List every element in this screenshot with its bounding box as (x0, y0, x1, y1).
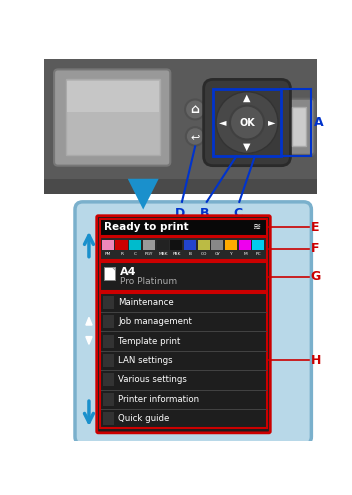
Bar (66, 79, 160, 155)
Bar (115, 240, 127, 250)
Text: A4: A4 (120, 267, 137, 277)
Text: PM: PM (105, 252, 111, 256)
Text: Template print: Template print (118, 337, 181, 346)
Text: ◄: ◄ (219, 117, 226, 128)
Text: F: F (310, 243, 319, 255)
Text: ≋: ≋ (253, 222, 261, 232)
FancyBboxPatch shape (75, 202, 312, 445)
Text: B: B (200, 207, 209, 220)
Text: PC: PC (256, 252, 262, 256)
Text: PBK: PBK (172, 252, 181, 256)
FancyBboxPatch shape (42, 57, 319, 193)
Bar (103, 373, 114, 387)
FancyBboxPatch shape (54, 69, 170, 166)
Text: Y: Y (230, 252, 233, 256)
Bar (100, 237, 267, 260)
Text: ↩: ↩ (190, 132, 200, 142)
Bar (67, 81, 159, 112)
FancyBboxPatch shape (285, 99, 314, 155)
Text: Job management: Job management (118, 317, 192, 326)
Text: E: E (310, 221, 319, 234)
Text: C: C (233, 207, 242, 220)
Bar (225, 240, 237, 250)
Text: ►: ► (268, 117, 276, 128)
Bar (103, 335, 114, 347)
Text: Pro Platinum: Pro Platinum (120, 277, 177, 287)
Bar (103, 296, 114, 309)
Bar (103, 393, 114, 406)
Polygon shape (112, 266, 115, 270)
Text: Quick guide: Quick guide (118, 414, 170, 423)
Bar (100, 293, 267, 428)
Text: LAN settings: LAN settings (118, 356, 173, 365)
Circle shape (185, 99, 205, 119)
Bar (157, 240, 169, 250)
Text: H: H (310, 354, 321, 367)
FancyBboxPatch shape (97, 216, 270, 433)
Text: Ready to print: Ready to print (105, 222, 189, 232)
Text: B: B (189, 252, 192, 256)
Text: ▲: ▲ (243, 93, 251, 103)
Bar (184, 240, 196, 250)
Bar (170, 240, 182, 250)
Polygon shape (86, 337, 92, 345)
Bar (239, 240, 251, 250)
Bar (44, 179, 317, 194)
Text: D: D (175, 207, 185, 220)
Text: M: M (243, 252, 247, 256)
Text: CO: CO (201, 252, 207, 256)
Text: Various settings: Various settings (118, 375, 187, 384)
Bar (213, 89, 281, 156)
FancyBboxPatch shape (105, 266, 115, 280)
Bar (103, 354, 114, 367)
FancyBboxPatch shape (204, 79, 290, 166)
Text: Maintenance: Maintenance (118, 298, 174, 307)
Bar (252, 240, 264, 250)
Bar (292, 107, 306, 146)
Bar (211, 240, 224, 250)
Ellipse shape (216, 92, 278, 153)
Text: MBK: MBK (158, 252, 168, 256)
Text: C: C (134, 252, 137, 256)
Circle shape (230, 105, 264, 140)
Text: ▼: ▼ (243, 142, 251, 152)
Bar (103, 315, 114, 328)
Polygon shape (86, 317, 92, 325)
Bar (143, 240, 155, 250)
Bar (100, 262, 267, 291)
Text: ⌂: ⌂ (191, 103, 200, 116)
Text: OK: OK (239, 117, 255, 128)
Polygon shape (128, 179, 159, 209)
Text: PGY: PGY (145, 252, 153, 256)
Circle shape (186, 127, 205, 146)
Bar (100, 219, 267, 236)
Text: A: A (314, 116, 323, 129)
Text: Printer information: Printer information (118, 395, 200, 404)
Bar (197, 240, 210, 250)
Bar (129, 240, 141, 250)
Bar (103, 412, 114, 425)
Text: GY: GY (215, 252, 221, 256)
Bar (102, 240, 114, 250)
Text: G: G (310, 270, 321, 283)
Text: R: R (120, 252, 124, 256)
